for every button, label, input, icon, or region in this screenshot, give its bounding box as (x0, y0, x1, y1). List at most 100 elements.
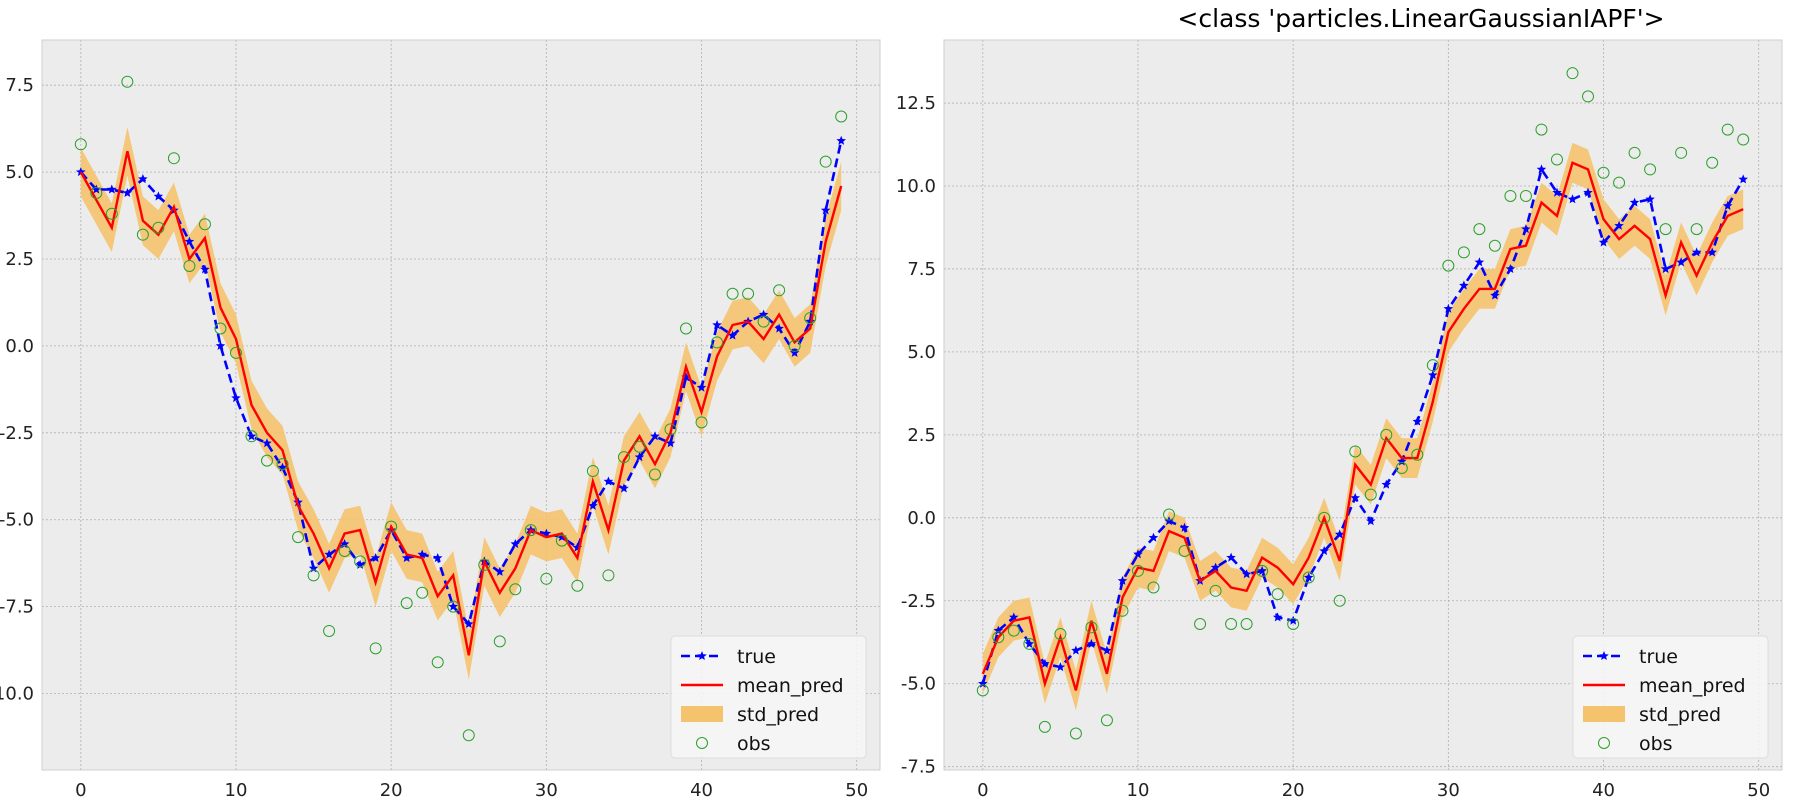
left-true-point (510, 539, 521, 549)
right-true-point (1040, 658, 1050, 668)
left-obs-point (509, 583, 522, 596)
left-x-tick-label: 10 (225, 780, 248, 800)
left-legend-label: obs (737, 733, 771, 755)
right-true-point (1397, 456, 1407, 466)
left-obs-point (726, 287, 739, 300)
left-obs-point (773, 284, 786, 297)
right-y-tick-label: 7.5 (907, 259, 936, 280)
right-obs-point (976, 684, 989, 697)
right-true-point (1055, 662, 1066, 672)
right-obs-point (1597, 166, 1610, 179)
right-obs-point (1675, 146, 1688, 159)
right-true-point (1381, 479, 1391, 489)
right-true-point (1536, 164, 1547, 174)
right-true-point (1335, 529, 1345, 539)
left-obs-point (680, 322, 693, 335)
left-obs-point (261, 454, 274, 467)
left-true-point (464, 619, 474, 628)
left-obs-point (121, 75, 134, 88)
right-obs-point (1426, 359, 1439, 372)
right-true-point (1552, 187, 1562, 197)
left-legend-label: std_pred (737, 704, 819, 726)
right-obs-point (1302, 571, 1315, 584)
right-obs-point (1473, 223, 1486, 236)
right-true-point (1319, 546, 1329, 555)
right-x-tick-label: 50 (1747, 780, 1770, 800)
left-obs-point (245, 430, 258, 443)
left-true-point (727, 330, 738, 340)
right-true-point (1691, 247, 1702, 257)
right-obs-point (1613, 176, 1626, 189)
left-y-tick-label: -5.0 (0, 510, 34, 531)
right-true-point (1459, 280, 1469, 290)
left-obs-point (385, 520, 398, 533)
left-obs-point (695, 416, 708, 429)
right-true-point (1645, 194, 1655, 204)
left-mean-pred-line (79, 150, 843, 656)
right-true-point (1490, 290, 1500, 300)
right-chart-title: <class 'particles.LinearGaussianIAPF'> (1177, 4, 1664, 33)
left-x-tick-label: 50 (845, 780, 868, 800)
right-obs-point (1209, 584, 1222, 597)
left-obs-point (493, 635, 506, 648)
left-true-point (696, 382, 707, 392)
right-obs-point (1550, 153, 1563, 166)
left-y-tick-label: 7.5 (5, 75, 34, 96)
right-true-point (1350, 492, 1360, 502)
right-true-point (1303, 572, 1314, 582)
right-true-point (1521, 224, 1531, 234)
left-obs-point (524, 524, 537, 537)
right-true-point (1102, 645, 1112, 655)
right-true-point (1676, 257, 1686, 267)
left-legend-true-marker (697, 651, 707, 660)
right-obs-point (1535, 123, 1548, 136)
left-y-tick-label: 10.0 (0, 684, 34, 705)
right-true-point (1614, 220, 1624, 230)
left-chart: 0 10 20 30 40 50 10.0 -7.5 -5.0 -2.5 0.0 2.5 5.0 7.5 t… (0, 39, 881, 800)
right-obs-point (1225, 618, 1238, 630)
right-true-point (1009, 612, 1019, 622)
left-obs-point (804, 312, 817, 325)
left-x-tick-label: 30 (535, 780, 558, 800)
right-true-point (1738, 174, 1748, 184)
right-true-point (1179, 522, 1190, 532)
right-obs-point (1163, 508, 1176, 521)
right-obs-point (1131, 564, 1144, 577)
left-obs-point (152, 221, 165, 234)
right-true-point (1288, 615, 1298, 625)
right-true-point (1412, 416, 1423, 426)
left-true-point (603, 476, 614, 486)
left-y-tick-label: 2.5 (5, 249, 34, 270)
left-obs-point (136, 228, 149, 241)
right-y-tick-label: 10.0 (896, 176, 936, 197)
left-obs-point (90, 186, 103, 199)
right-y-tick-label: 12.5 (896, 93, 936, 114)
right-true-point (1722, 200, 1733, 210)
right-obs-point (1566, 67, 1579, 80)
left-obs-point (664, 423, 677, 436)
right-mean-pred-line (981, 161, 1744, 691)
left-obs-point (183, 259, 196, 272)
right-obs-point (1194, 618, 1207, 630)
left-obs-point (757, 315, 770, 328)
right-y-tick-label: 0.0 (907, 508, 936, 529)
left-true-point (619, 483, 629, 493)
right-x-tick-label: 20 (1282, 780, 1305, 800)
right-true-point (1598, 237, 1609, 247)
left-obs-point (648, 468, 661, 481)
right-obs-point (1100, 714, 1113, 727)
right-true-point (1024, 638, 1035, 648)
right-true-point (1086, 638, 1097, 648)
right-chart: 0 10 20 30 40 50 -7.5 -5.0 -2.5 0.0 2.5 5.0 7.5 10.0 1… (896, 39, 1783, 800)
right-true-point (1257, 565, 1267, 575)
left-true-point (76, 167, 86, 177)
left-obs-point (633, 440, 646, 453)
left-y-tick-label: -2.5 (0, 423, 34, 444)
left-obs-point (462, 729, 475, 742)
right-obs-point (1023, 637, 1036, 650)
right-true-point (1272, 612, 1283, 622)
right-x-tick-label: 10 (1127, 780, 1150, 800)
right-true-point (1164, 516, 1174, 526)
right-obs-point (1690, 223, 1703, 236)
